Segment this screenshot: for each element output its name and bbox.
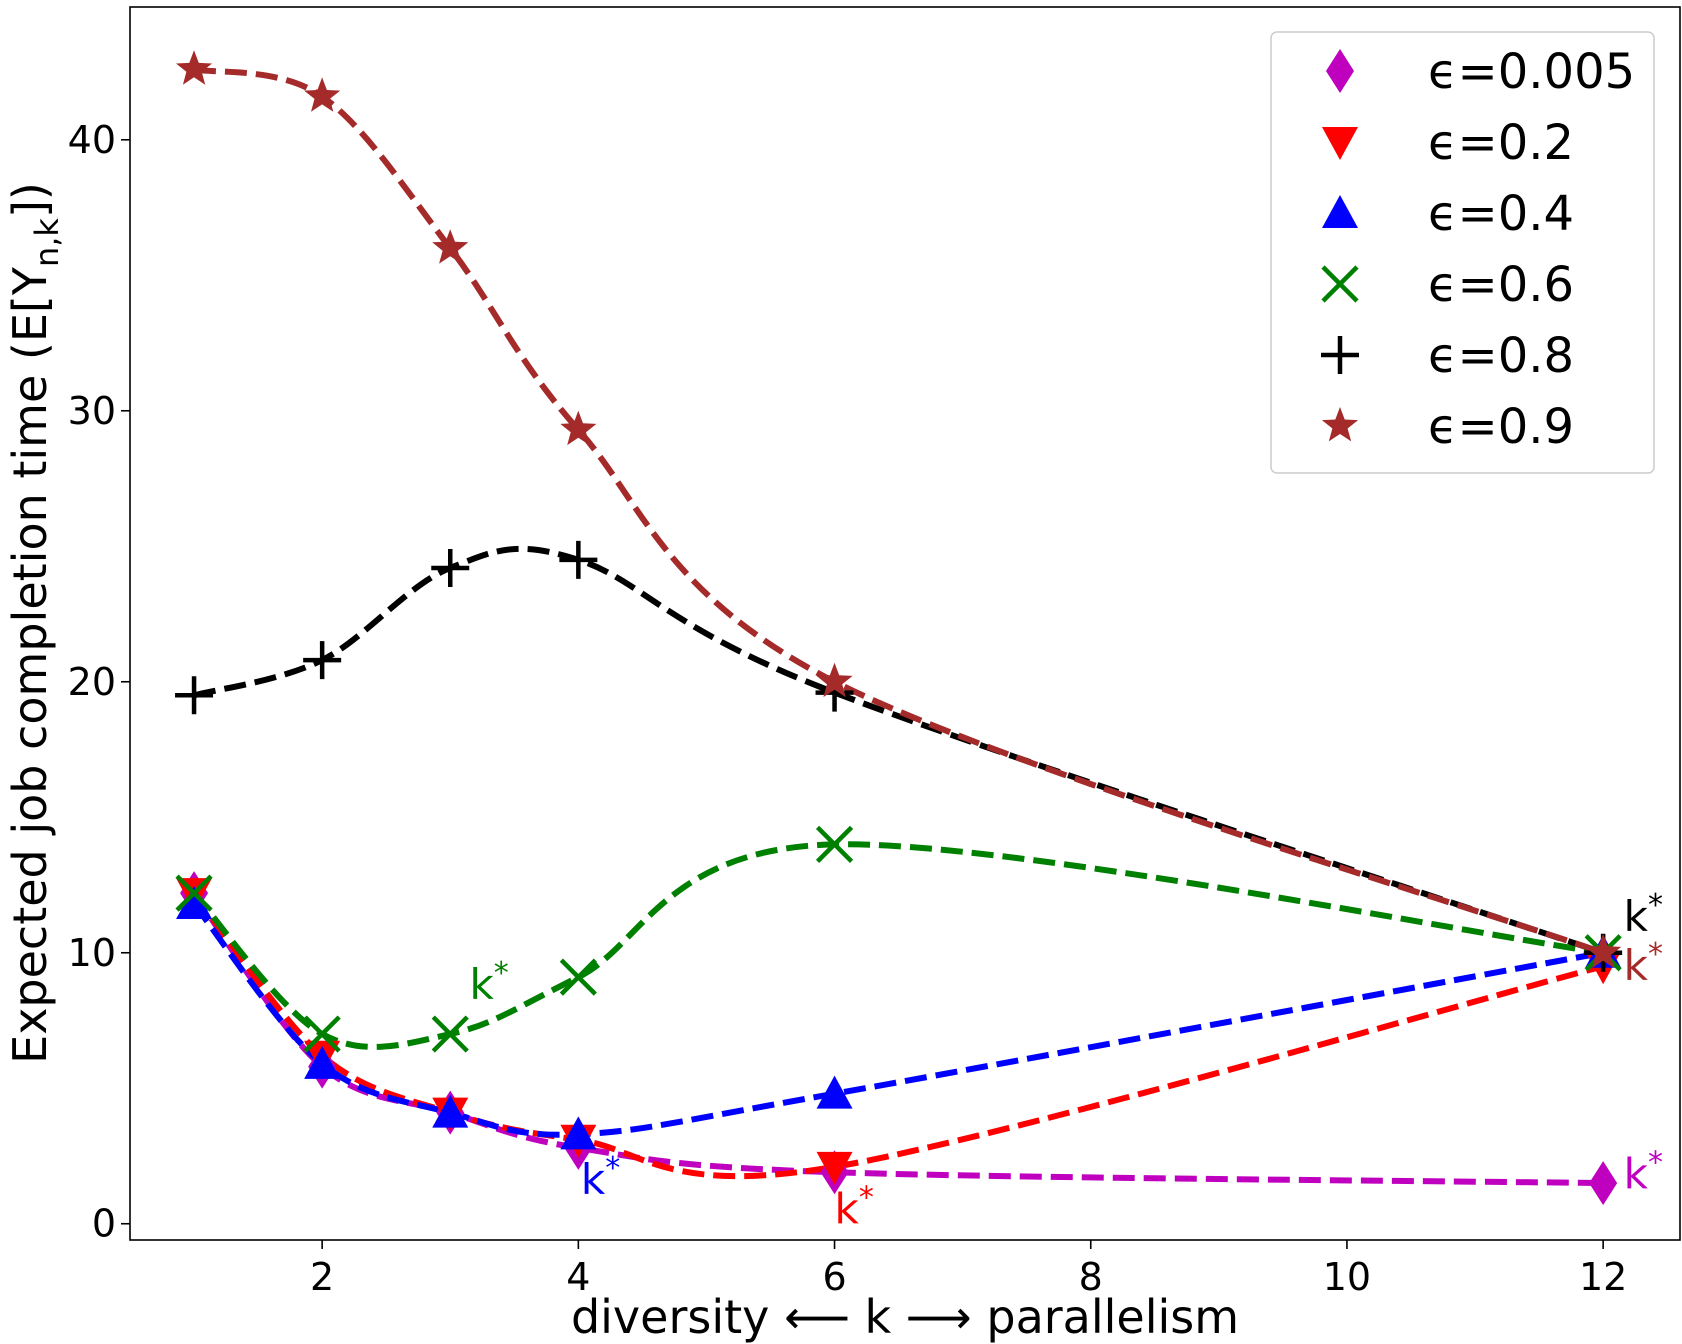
x-tick-label: 4 [566,1255,590,1299]
legend-marker-0-005 [1326,49,1354,93]
legend: ϵ=0.005 ϵ=0.2 ϵ=0.4 ϵ=0.6 ϵ=0.8 ϵ=0.9 [1270,31,1655,474]
k-star-annotation: k* [1624,937,1663,990]
y-axis-title-main: Expected job completion time (E[Y [3,266,57,1064]
y-tick-label: 0 [92,1202,116,1246]
series-0-8-point [431,548,470,587]
legend-marker-0-8 [1321,336,1359,374]
k-star-annotation: k* [1624,1146,1663,1199]
series-0-8-point [303,641,342,680]
annotations: k*k*k* k*k*k* [469,888,1663,1234]
legend-label-0-005: ϵ=0.005 [1428,44,1635,100]
series-0-8-point [559,540,598,579]
x-tick-label: 8 [1079,1255,1103,1299]
series-0-4-point [176,885,213,919]
series-0-2-point [816,1151,853,1185]
series-0-6-point [559,958,597,996]
series-0-9-point [560,410,597,446]
x-axis-title: diversity ⟵ k ⟶ parallelism [571,1290,1239,1344]
series-0-9-line [193,66,1605,956]
x-tick-label: 12 [1579,1255,1627,1299]
k-star-annotation: k* [469,956,508,1009]
k-star-annotation: k* [1624,888,1663,941]
legend-marker-0-4 [1322,195,1358,228]
series-0-4-point [560,1116,597,1150]
legend-marker-0-6 [1321,265,1359,303]
series-0-9-point [304,77,341,112]
y-tick-label: 20 [68,660,116,704]
y-tick-label: 40 [68,118,116,162]
series-markers [175,50,1623,1206]
y-tick-label: 30 [68,389,116,433]
series-0-9-point [1585,933,1622,969]
legend-box [1270,31,1655,474]
series-0-4-point [816,1075,853,1109]
y-axis-title-subscript: n,k [28,218,66,267]
legend-marker-0-2 [1322,127,1358,160]
legend-label-0-8: ϵ=0.8 [1428,328,1574,384]
series-0-6-point [175,874,213,912]
legend-label-0-4: ϵ=0.4 [1428,186,1574,242]
plot-frame [129,6,1681,1241]
k-star-annotation: k* [835,1181,874,1234]
y-axis-title-end: ]) [3,182,57,218]
y-axis-title: Expected job completion time (E[Yn,k]) [3,182,66,1064]
series-0-005-point [1589,1161,1618,1206]
series-0-9-point [816,662,853,698]
series-0-4-point [432,1094,469,1128]
series-0-9-point [176,50,213,85]
series-0-6-point [815,825,854,863]
legend-label-0-2: ϵ=0.2 [1428,115,1574,171]
x-tick-label: 6 [822,1255,846,1299]
legend-label-0-6: ϵ=0.6 [1428,257,1574,313]
y-tick-label: 10 [68,931,116,975]
x-tick-label: 10 [1323,1255,1371,1299]
legend-label-0-9: ϵ=0.9 [1428,399,1574,455]
legend-marker-0-9 [1321,407,1359,442]
x-tick-label: 2 [310,1255,334,1299]
series-0-6-point [303,1015,341,1053]
series-0-4-point [304,1045,341,1079]
series-0-8-point [175,676,214,715]
k-star-annotation: k* [581,1151,620,1204]
series-0-9-point [432,229,469,264]
series-0-6-point [431,1015,469,1053]
axis-ticks: 2 4 6 8 10 12 0 10 20 30 40 [68,118,1628,1299]
